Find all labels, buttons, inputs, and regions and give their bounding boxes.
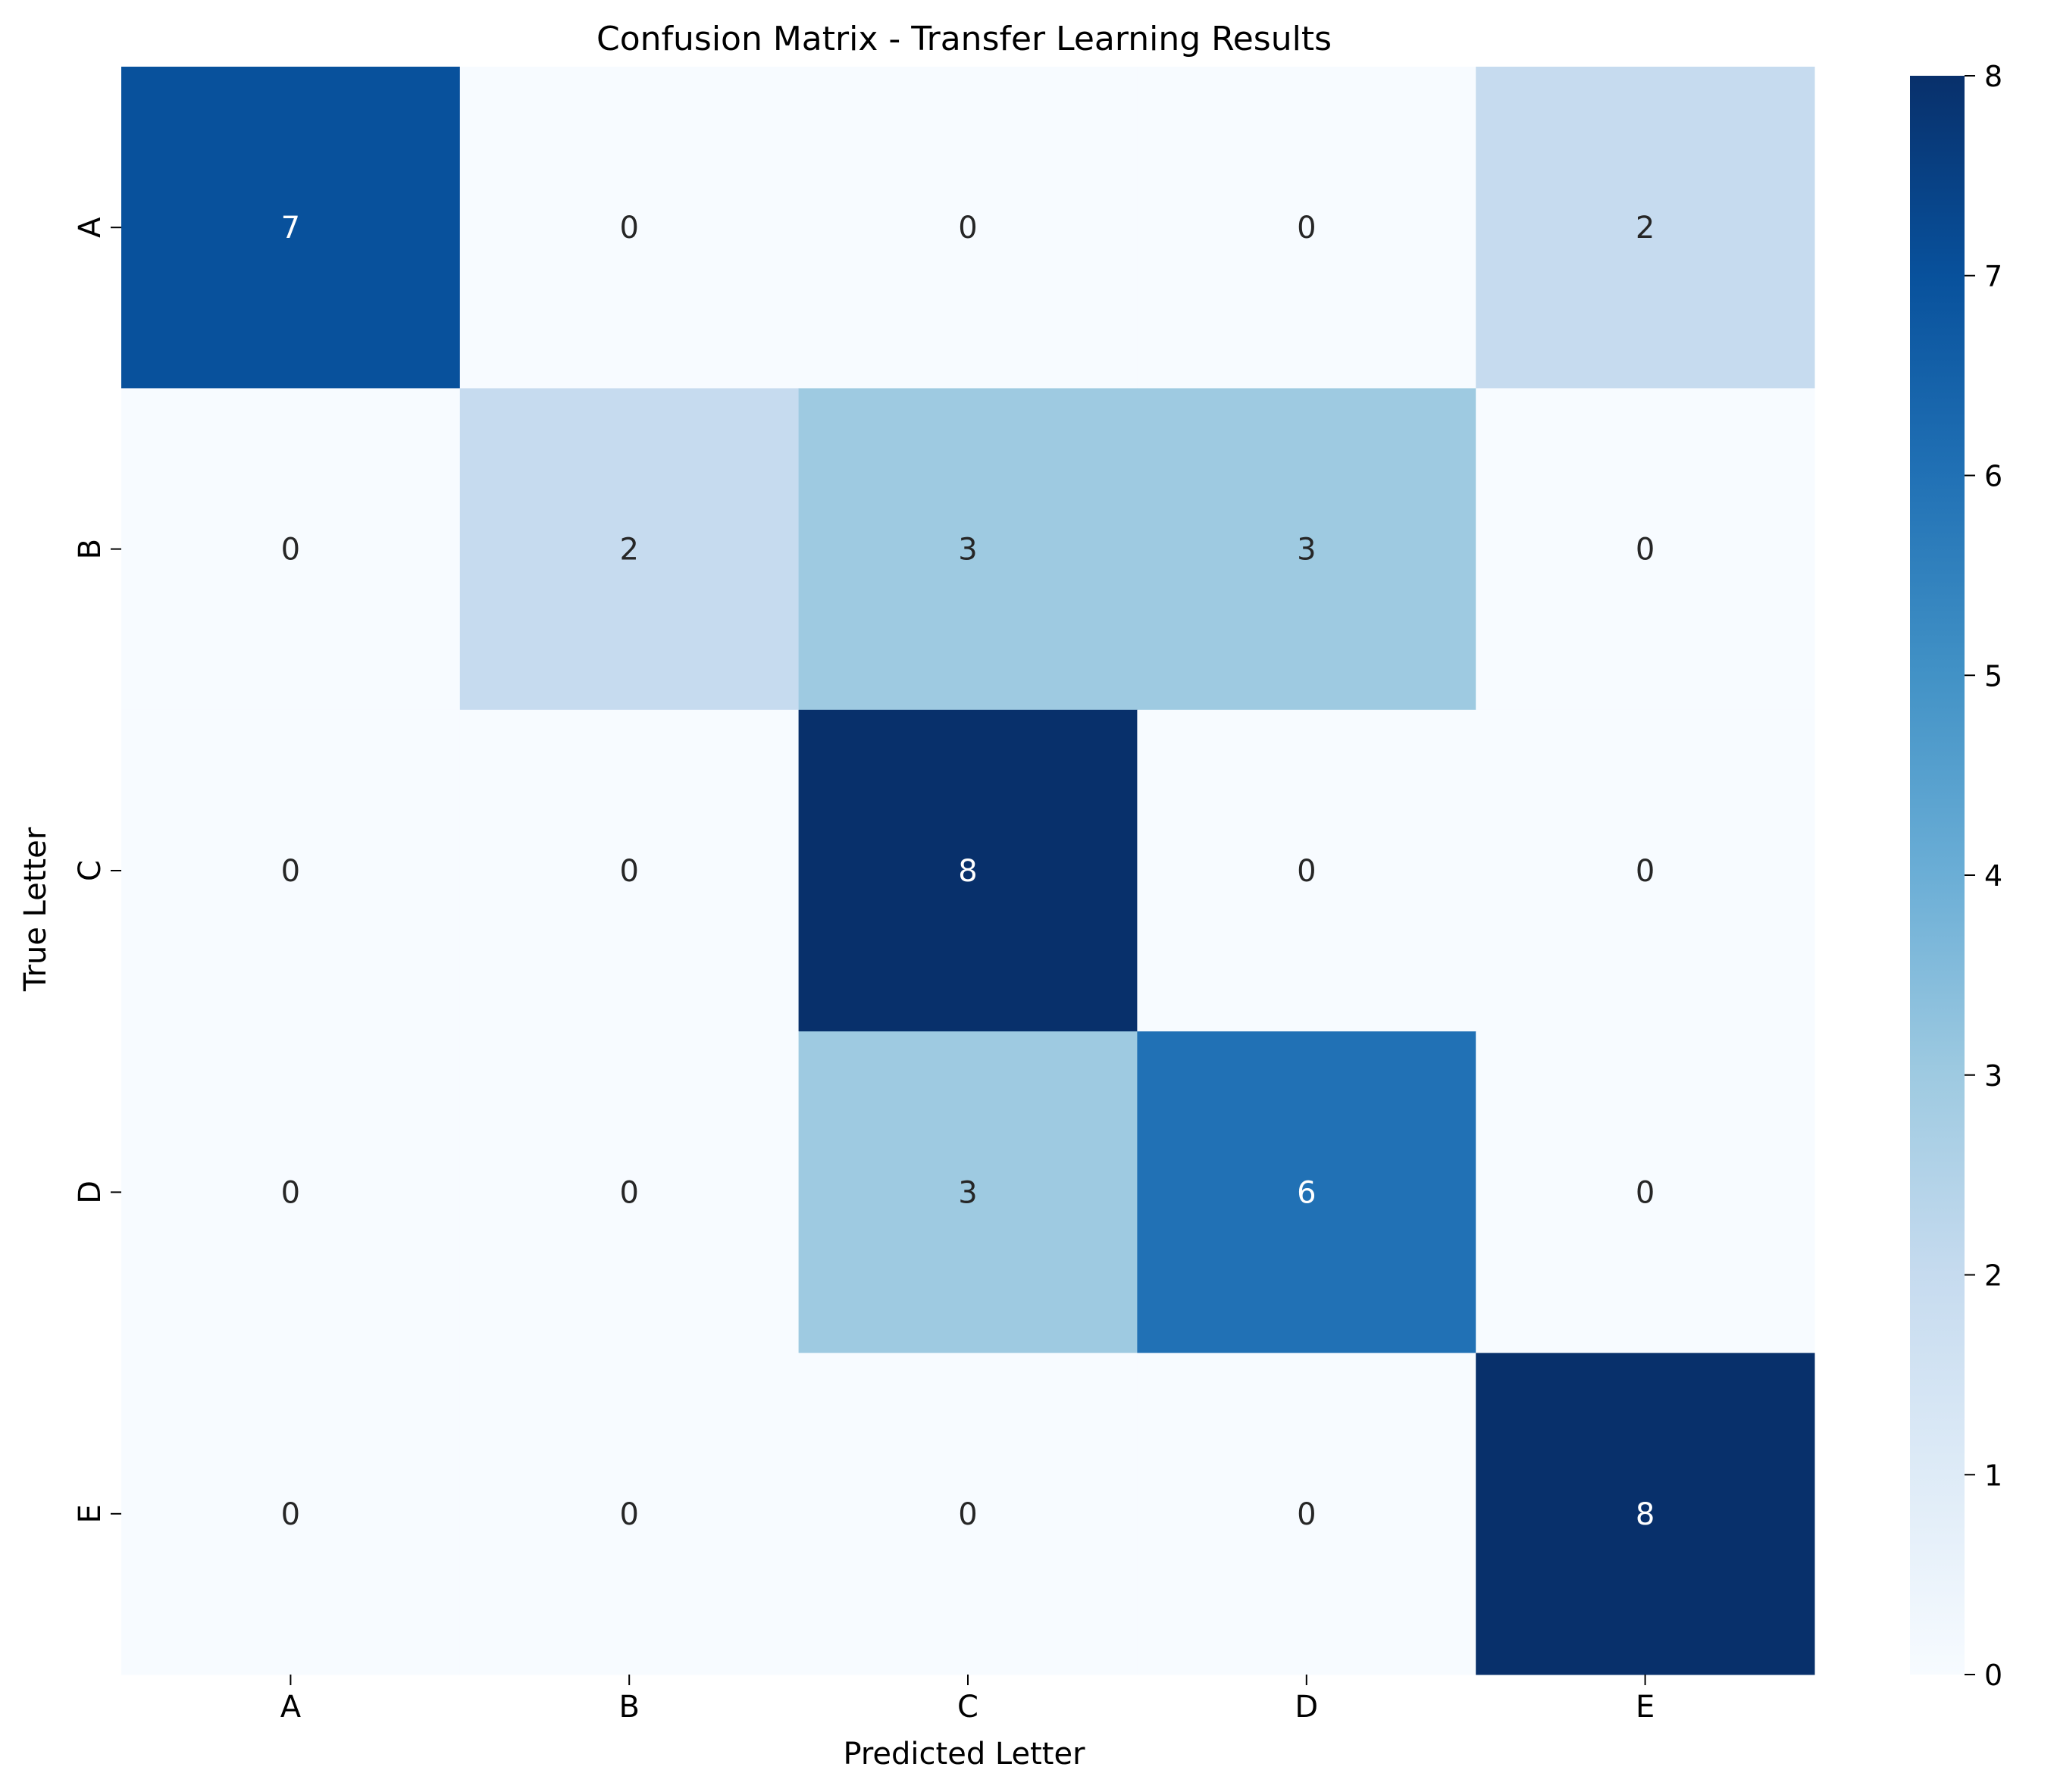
cell-value-label: 8 [958,854,977,889]
heatmap-cell [798,67,1138,389]
heatmap-cell [798,388,1138,711]
colorbar-tick-label: 1 [1984,1459,2002,1492]
heatmap-cell [1476,1031,1815,1354]
heatmap-cell [1476,709,1815,1032]
cell-value-label: 0 [1636,533,1655,568]
cell-value-label: 0 [281,854,300,889]
cell-value-label: 0 [1636,854,1655,889]
colorbar-tick-label: 8 [1984,60,2002,93]
heatmap-cell [1476,388,1815,711]
cell-value-label: 2 [619,533,638,568]
cell-value-label: 3 [958,1175,977,1210]
heatmap-cells: 7 0 0 0 2 0 2 3 3 0 0 0 8 0 0 0 0 3 6 0 0 0 0 0 8 [121,67,1815,1675]
colorbar-tick-label: 0 [1984,1659,2002,1692]
x-tick-label: A [280,1690,302,1725]
cell-value-label: 6 [1297,1175,1316,1210]
cell-value-label: 0 [619,854,638,889]
cell-value-label: 0 [958,211,977,246]
cell-value-label: 0 [281,1497,300,1532]
y-tick-label: B [73,539,108,559]
x-tick-label: B [618,1690,639,1725]
heatmap-cell [798,1031,1138,1354]
heatmap-cell [121,67,461,389]
x-axis-label: Predicted Letter [843,1737,1085,1772]
cell-value-label: 2 [1636,211,1655,246]
cell-value-label: 8 [1636,1497,1655,1532]
colorbar-tick-label: 3 [1984,1059,2002,1093]
y-tick-label: E [73,1504,108,1523]
heatmap-cell [1476,1353,1815,1675]
colorbar [1910,76,1965,1675]
colorbar-ticks: 0 1 2 3 4 5 6 7 8 [1965,60,2002,1692]
chart-title: Confusion Matrix - Transfer Learning Res… [596,20,1332,58]
x-tick-label: D [1295,1690,1318,1725]
heatmap-cell [1137,709,1476,1032]
y-tick-label: C [73,860,108,881]
x-tick-label: E [1636,1690,1655,1725]
colorbar-tick-label: 2 [1984,1259,2002,1293]
heatmap-cell [121,388,461,711]
x-axis-ticks: A B C D E [280,1675,1655,1725]
cell-value-label: 0 [281,1175,300,1210]
y-axis-label: True Letter [18,827,53,992]
heatmap-cell [1137,1031,1476,1354]
heatmap-cell [121,709,461,1032]
heatmap-cell [459,388,800,711]
heatmap-cell [798,709,1138,1032]
colorbar-tick-label: 5 [1984,659,2002,693]
heatmap-cell [121,1353,461,1675]
heatmap-cell [459,1353,800,1675]
x-tick-label: C [957,1690,978,1725]
cell-value-label: 0 [958,1497,977,1532]
heatmap-cell [121,1031,461,1354]
heatmap-cell [1137,67,1476,389]
cell-value-label: 0 [619,211,638,246]
cell-value-label: 7 [281,211,300,246]
cell-value-label: 0 [619,1175,638,1210]
heatmap-cell [459,709,800,1032]
heatmap-cell [1137,388,1476,711]
cell-value-label: 3 [958,533,977,568]
colorbar-tick-label: 4 [1984,859,2002,893]
colorbar-tick-label: 7 [1984,260,2002,293]
heatmap-cell [459,1031,800,1354]
y-tick-label: A [73,217,108,238]
heatmap-cell [459,67,800,389]
cell-value-label: 3 [1297,533,1316,568]
heatmap-cell [1476,67,1815,389]
cell-value-label: 0 [1636,1175,1655,1210]
cell-value-label: 0 [1297,211,1316,246]
y-axis-ticks: A B C D E [73,217,121,1523]
cell-value-label: 0 [1297,1497,1316,1532]
y-tick-label: D [73,1181,108,1204]
cell-value-label: 0 [619,1497,638,1532]
colorbar-tick-label: 6 [1984,460,2002,493]
cell-value-label: 0 [281,533,300,568]
heatmap-cell [798,1353,1138,1675]
heatmap-cell [1137,1353,1476,1675]
cell-value-label: 0 [1297,854,1316,889]
